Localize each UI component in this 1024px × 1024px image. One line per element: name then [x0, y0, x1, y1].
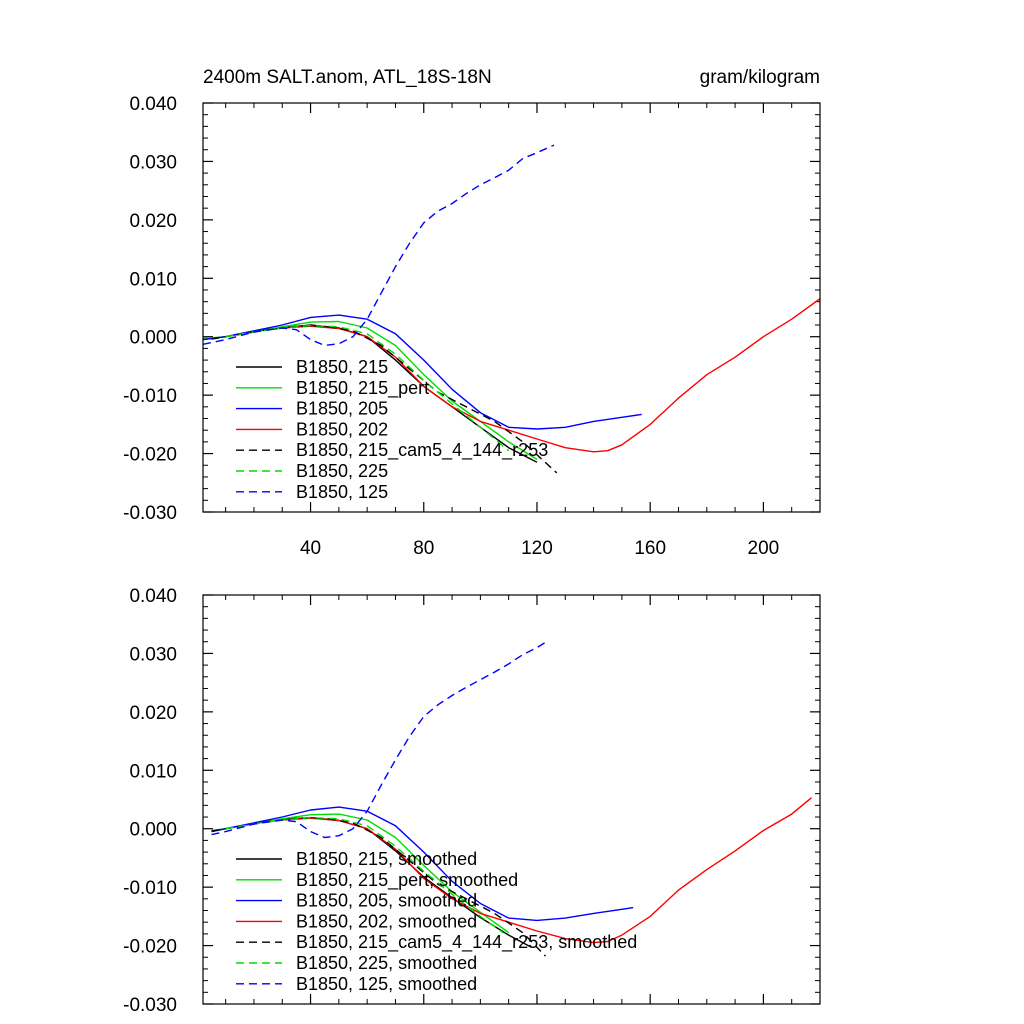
legend-label: B1850, 215_pert, smoothed: [296, 870, 518, 891]
series-line: [203, 314, 642, 430]
y-tick-label: -0.030: [123, 995, 177, 1016]
chart-title: 2400m SALT.anom, ATL_18S-18N: [203, 67, 492, 88]
plot-frame: [202, 102, 821, 513]
series-line: [225, 816, 504, 934]
y-tick-label: 0.010: [129, 761, 177, 782]
y-tick-label: -0.010: [123, 386, 177, 407]
chart-units: gram/kilogram: [700, 67, 820, 88]
series-line: [211, 813, 510, 934]
legend-label: B1850, 202, smoothed: [296, 911, 477, 931]
legend-label: B1850, 215_cam5_4_144_r253: [296, 440, 548, 461]
y-tick-label: 0.000: [129, 328, 177, 349]
y-tick-label: 0.000: [129, 820, 177, 841]
y-tick-label: -0.020: [123, 937, 177, 958]
y-tick-label: 0.030: [129, 644, 177, 665]
legend-label: B1850, 225, smoothed: [296, 953, 477, 973]
x-tick-label: 200: [748, 538, 780, 559]
legend-label: B1850, 205: [296, 399, 388, 419]
legend-label: B1850, 202: [296, 419, 388, 439]
x-tick-label: 120: [521, 538, 553, 559]
y-tick-label: 0.030: [129, 152, 177, 173]
x-tick-label: 40: [300, 538, 321, 559]
series-line: [211, 806, 634, 922]
y-tick-label: -0.020: [123, 445, 177, 466]
legend-label: B1850, 205, smoothed: [296, 891, 477, 911]
legend-label: B1850, 215, smoothed: [296, 849, 477, 869]
legend-label: B1850, 125, smoothed: [296, 974, 477, 994]
legend-label: B1850, 215_cam5_4_144_r253, smoothed: [296, 932, 637, 953]
legend-label: B1850, 215: [296, 357, 388, 377]
chart-panel-top: 2400m SALT.anom, ATL_18S-18N gram/kilogr…: [123, 67, 821, 559]
x-tick-label: 80: [413, 538, 434, 559]
legend-label: B1850, 225: [296, 461, 388, 481]
y-tick-label: 0.020: [129, 703, 177, 724]
y-tick-label: -0.010: [123, 878, 177, 899]
series-line: [211, 640, 549, 839]
y-tick-label: -0.030: [123, 503, 177, 524]
legend-label: B1850, 125: [296, 482, 388, 502]
y-tick-label: 0.040: [129, 94, 177, 115]
series-line: [225, 324, 510, 452]
series-line: [203, 144, 555, 347]
chart-panel-bottom: -0.030 -0.020 -0.010 0.000 0.010 0.020 0.030 0.…: [123, 586, 821, 1016]
plot-frame: [202, 594, 821, 1005]
y-tick-label: 0.010: [129, 269, 177, 290]
x-tick-label: 160: [634, 538, 666, 559]
y-tick-label: 0.020: [129, 211, 177, 232]
y-tick-label: 0.040: [129, 586, 177, 607]
legend-label: B1850, 215_pert: [296, 378, 429, 399]
